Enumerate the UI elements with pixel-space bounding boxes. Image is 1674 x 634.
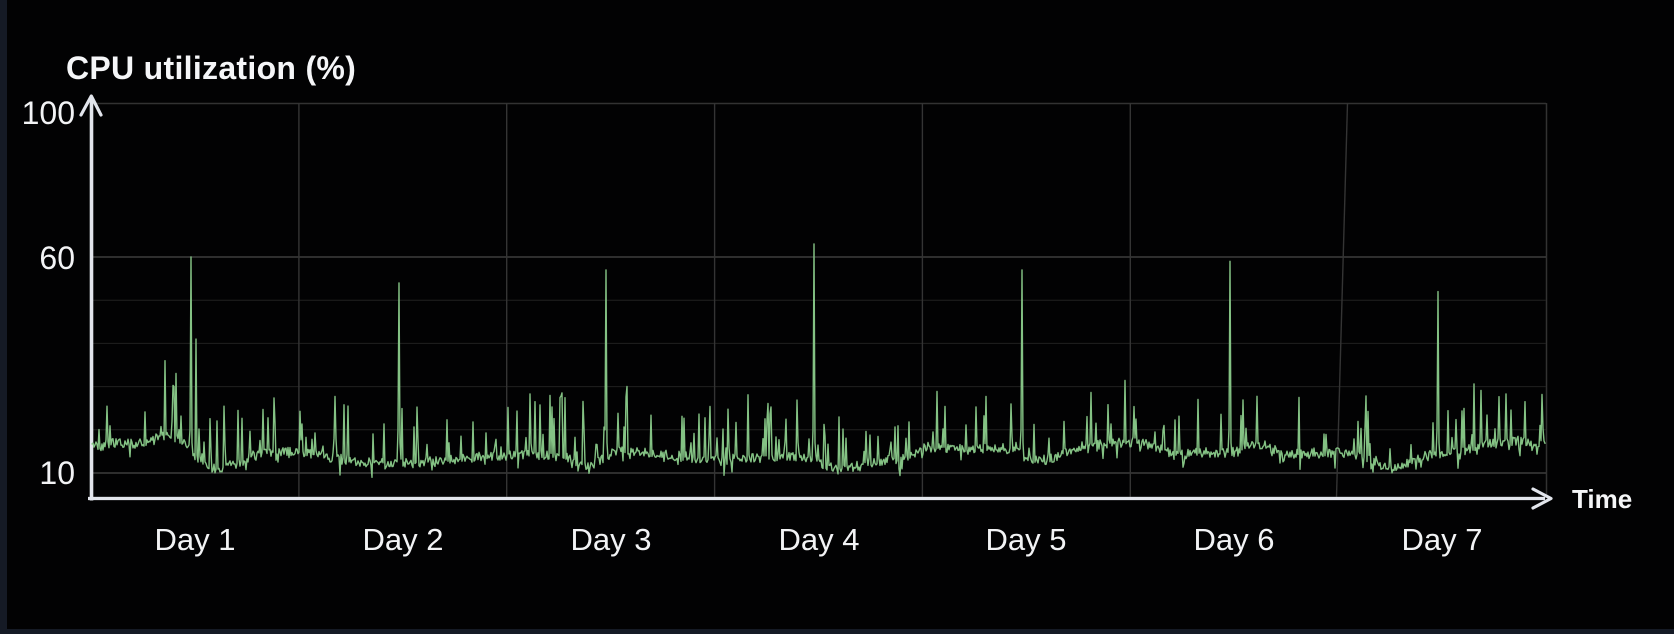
y-axis-tick-10: 10 xyxy=(39,455,75,491)
window-bottom-edge xyxy=(0,629,1674,634)
x-axis-label-day-4: Day 4 xyxy=(778,522,860,557)
x-axis-label-day-2: Day 2 xyxy=(362,522,444,557)
chart-title: CPU utilization (%) xyxy=(66,50,357,86)
x-axis-label-day-7: Day 7 xyxy=(1401,522,1483,557)
x-axis-label-day-5: Day 5 xyxy=(985,522,1067,557)
x-axis-label-day-3: Day 3 xyxy=(570,522,652,557)
x-axis-title: Time xyxy=(1572,484,1633,514)
y-axis-tick-60: 60 xyxy=(39,240,75,276)
y-axis-tick-100: 100 xyxy=(21,95,75,131)
window-left-edge xyxy=(0,0,7,634)
x-axis-label-day-6: Day 6 xyxy=(1193,522,1275,557)
x-axis-label-day-1: Day 1 xyxy=(154,522,236,557)
